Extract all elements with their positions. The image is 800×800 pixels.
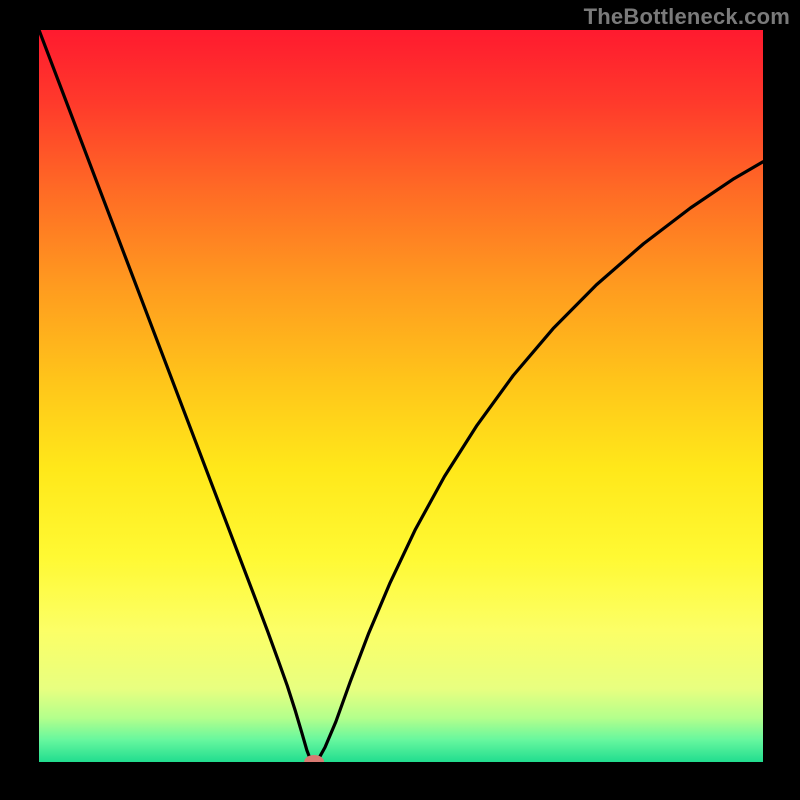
chart-background — [39, 30, 763, 762]
watermark-text: TheBottleneck.com — [584, 4, 790, 30]
optimum-marker — [304, 755, 324, 769]
bottleneck-chart — [0, 0, 800, 800]
chart-container: TheBottleneck.com — [0, 0, 800, 800]
